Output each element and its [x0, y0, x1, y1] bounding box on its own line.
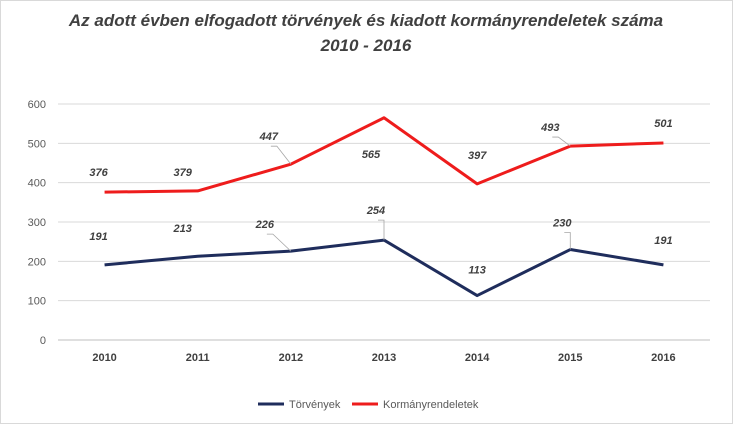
data-label: 501 — [654, 118, 672, 130]
y-tick-label: 100 — [28, 296, 46, 308]
data-label: 397 — [468, 150, 487, 162]
y-tick-label: 200 — [28, 256, 46, 268]
data-label: 254 — [366, 205, 385, 217]
series-group: 191 213 226 254 113 230 191 376 379 447 565 397 493 5… — [89, 116, 673, 298]
legend: Törvények Kormányrendeletek — [258, 399, 479, 411]
series-line-torvenyek — [104, 238, 664, 298]
data-label: 493 — [540, 122, 559, 134]
chart-subtitle: 2010 - 2016 — [320, 36, 412, 55]
y-tick-label: 500 — [28, 138, 46, 150]
y-tick-label: 600 — [28, 99, 46, 111]
data-label: 379 — [174, 167, 193, 179]
x-tick-label: 2012 — [279, 352, 303, 364]
x-tick-label: 2015 — [558, 352, 582, 364]
data-label: 226 — [255, 219, 275, 231]
data-label-leader — [564, 232, 571, 250]
gridlines — [58, 103, 710, 341]
legend-label: Kormányrendeletek — [383, 399, 479, 411]
y-tick-label: 0 — [40, 335, 46, 347]
data-label: 113 — [468, 265, 486, 277]
x-tick-label: 2014 — [465, 352, 490, 364]
y-axis-ticks: 0 100 200 300 400 500 600 — [28, 99, 46, 347]
data-label: 447 — [259, 131, 279, 143]
x-tick-label: 2011 — [186, 352, 210, 364]
data-label: 191 — [654, 235, 672, 247]
data-label: 376 — [89, 167, 108, 179]
chart-title: Az adott évben elfogadott törvények és k… — [68, 11, 663, 30]
x-tick-label: 2013 — [372, 352, 396, 364]
series-line-kormanyrendeletek — [104, 116, 664, 194]
y-tick-label: 400 — [28, 178, 46, 190]
data-label: 191 — [89, 231, 107, 243]
y-tick-label: 300 — [28, 217, 46, 229]
data-label-leader — [270, 145, 292, 165]
data-label-leader — [552, 136, 571, 147]
data-label: 230 — [552, 218, 572, 230]
x-tick-label: 2016 — [651, 352, 675, 364]
data-label-leader — [266, 233, 292, 252]
data-label-leader — [378, 219, 385, 241]
legend-label: Törvények — [289, 399, 341, 411]
x-axis-ticks: 2010 2011 2012 2013 2014 2015 2016 — [92, 352, 675, 364]
data-label: 213 — [173, 223, 192, 235]
x-tick-label: 2010 — [92, 352, 116, 364]
data-label: 565 — [362, 149, 381, 161]
